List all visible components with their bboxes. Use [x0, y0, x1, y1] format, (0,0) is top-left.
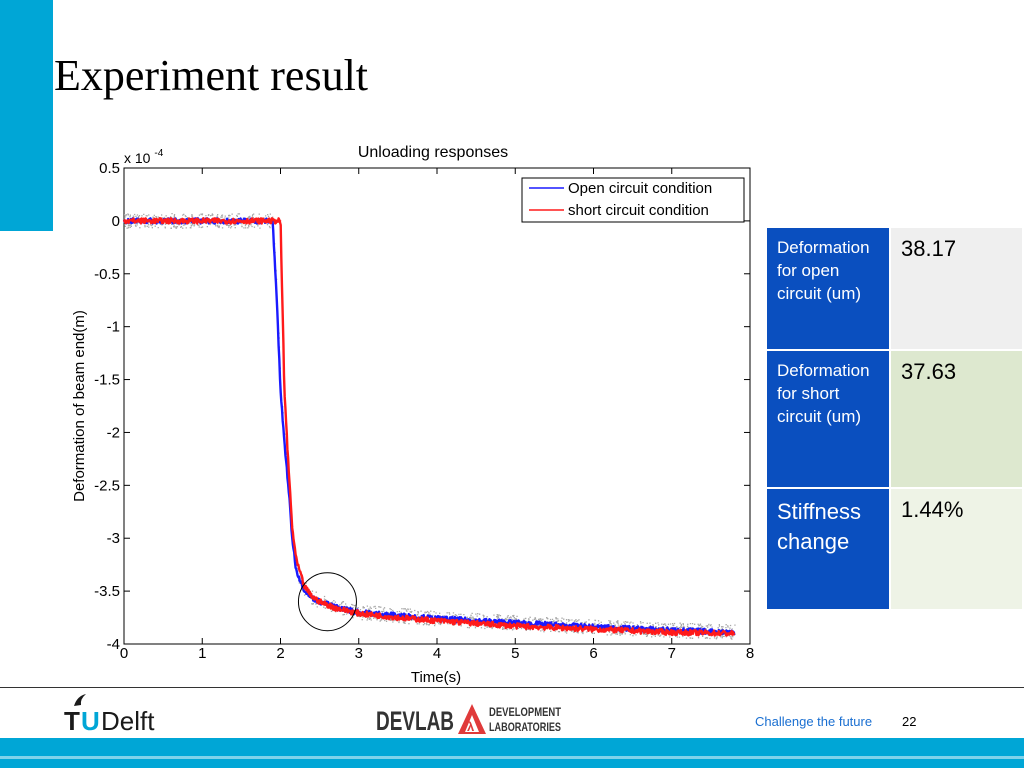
data-point	[397, 616, 399, 619]
data-point	[279, 389, 282, 391]
data-point	[318, 600, 321, 603]
chart-title: Unloading responses	[358, 144, 508, 161]
series-line	[122, 217, 735, 637]
data-point	[733, 632, 736, 635]
data-point	[436, 619, 438, 622]
footer-band-highlight	[0, 756, 1024, 759]
y-tick-label: -3.5	[94, 583, 120, 600]
svg-text:Delft: Delft	[101, 706, 155, 736]
y-multiplier-base: x 10	[124, 150, 151, 166]
x-tick-label: 2	[276, 645, 284, 662]
table-row: Deformation for open circuit (um) 38.17	[765, 226, 1024, 351]
footer-slogan: Challenge the future	[755, 714, 873, 729]
y-tick-label: 0.5	[99, 160, 120, 177]
svg-text:λ: λ	[467, 719, 475, 734]
x-axis-label: Time(s)	[411, 669, 461, 686]
plot-area	[123, 167, 751, 645]
unloading-response-chart: Unloading responses x 10 -4 Time(s) Defo…	[60, 136, 760, 688]
svg-text:T: T	[64, 706, 80, 736]
x-tick-label: 7	[668, 645, 676, 662]
table-value-open: 38.17	[889, 226, 1024, 351]
data-point	[283, 442, 286, 444]
table-label-stiffness: Stiffness change	[765, 487, 891, 611]
data-point	[295, 569, 297, 571]
y-tick-label: -1.5	[94, 372, 120, 389]
data-point	[670, 631, 673, 634]
data-point	[311, 595, 313, 598]
y-tick-label: -2.5	[94, 477, 120, 494]
table-label-open: Deformation for open circuit (um)	[765, 226, 891, 351]
x-tick-label: 3	[355, 645, 363, 662]
data-point	[357, 612, 360, 615]
footer-band	[0, 738, 1024, 768]
y-multiplier-exp: -4	[154, 148, 163, 159]
y-tick-label: 0	[112, 213, 120, 230]
legend-label-short: short circuit condition	[568, 202, 709, 219]
tudelft-logo: T U Delft	[64, 694, 155, 736]
x-tick-label: 4	[433, 645, 441, 662]
legend-label-open: Open circuit condition	[568, 180, 712, 197]
table-row: Deformation for short circuit (um) 37.63	[765, 349, 1024, 489]
devlab-logo: DEVLAB λ DEVELOPMENT LABORATORIES	[376, 704, 562, 736]
data-point	[283, 389, 286, 391]
footer-divider	[0, 687, 1024, 688]
y-axis-label: Deformation of beam end(m)	[71, 310, 88, 502]
legend: Open circuit condition short circuit con…	[521, 177, 745, 223]
table-label-short: Deformation for short circuit (um)	[765, 349, 891, 489]
y-tick-label: -1	[107, 319, 120, 336]
data-point	[201, 220, 204, 222]
data-point	[240, 220, 243, 222]
page-number: 22	[902, 714, 917, 729]
svg-text:DEVELOPMENT: DEVELOPMENT	[489, 705, 562, 719]
x-tick-label: 8	[746, 645, 754, 662]
annotation-circle	[297, 572, 357, 632]
y-tick-label: -2	[107, 424, 120, 441]
slide-title: Experiment result	[54, 51, 369, 100]
table-value-stiffness: 1.44%	[889, 487, 1024, 611]
table-row: Stiffness change 1.44%	[765, 487, 1024, 611]
y-tick-label: -4	[107, 636, 120, 653]
data-point	[291, 526, 294, 529]
data-point	[279, 220, 282, 222]
results-table: Deformation for open circuit (um) 38.17 …	[765, 226, 1024, 611]
data-point	[514, 625, 517, 627]
series-short-circuit	[122, 217, 736, 637]
y-multiplier: x 10 -4	[124, 148, 164, 166]
svg-text:LABORATORIES: LABORATORIES	[489, 720, 561, 734]
data-point	[123, 220, 125, 222]
data-point	[295, 558, 297, 561]
svg-text:U: U	[81, 706, 100, 736]
data-point	[592, 628, 595, 630]
x-tick-label: 1	[198, 645, 206, 662]
x-tick-label: 6	[589, 645, 597, 662]
x-tick-label: 5	[511, 645, 519, 662]
accent-bar	[0, 0, 53, 231]
legend-box	[521, 177, 745, 223]
table-value-short: 37.63	[889, 349, 1024, 489]
data-point	[514, 622, 517, 624]
data-point	[287, 463, 290, 465]
y-tick-label: -3	[107, 530, 120, 547]
data-point	[162, 220, 164, 222]
data-point	[334, 607, 337, 609]
data-point	[275, 294, 278, 296]
x-tick-label: 0	[120, 645, 128, 662]
y-tick-label: -0.5	[94, 266, 120, 283]
svg-text:DEVLAB: DEVLAB	[376, 706, 454, 736]
